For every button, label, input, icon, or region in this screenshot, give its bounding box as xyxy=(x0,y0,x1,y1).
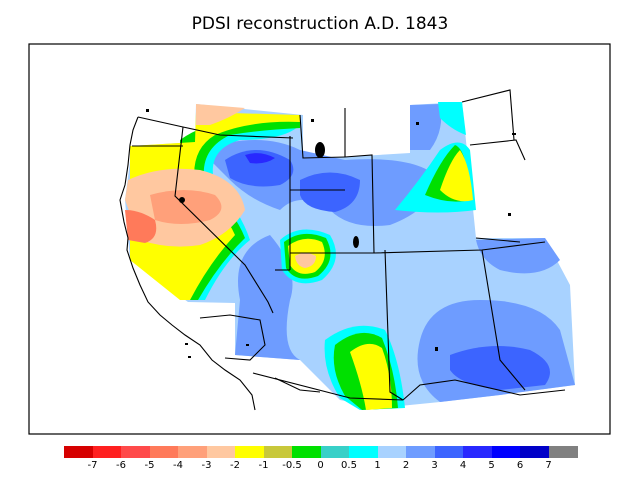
region-mid-blue-northeast xyxy=(410,104,442,150)
region-peach-central xyxy=(295,253,316,268)
boundary-nevada-california xyxy=(174,126,274,314)
region-cyan-northeast-tip xyxy=(438,102,466,135)
island-2 xyxy=(311,119,314,122)
boundary-kansas xyxy=(475,237,521,243)
island-1 xyxy=(146,109,149,112)
boundary-oklahoma xyxy=(481,249,526,391)
map-title: PDSI reconstruction A.D. 1843 xyxy=(191,14,449,34)
boundaries xyxy=(119,89,566,411)
lakes-islands xyxy=(146,109,516,358)
coastline-pacific xyxy=(119,116,256,411)
boundary-arizona-mexico xyxy=(252,372,404,401)
island-9 xyxy=(188,356,191,358)
island-8 xyxy=(435,347,438,351)
boundary-nebraska xyxy=(469,139,526,161)
island-5 xyxy=(512,133,516,135)
boundary-idaho-montana xyxy=(299,114,346,159)
region-deep-blue-north xyxy=(225,150,294,187)
boundary-dakotas xyxy=(461,89,515,141)
lake-great-salt xyxy=(315,142,325,158)
island-3 xyxy=(416,122,419,125)
region-peach-top xyxy=(196,104,245,125)
region-dark-blue-core xyxy=(245,153,275,164)
lake-utah xyxy=(353,236,359,248)
boundary-wyoming-south xyxy=(344,154,375,254)
boundary-oregon-idaho-north xyxy=(137,116,294,139)
coastline-gulf xyxy=(199,314,266,361)
region-mid-blue-east xyxy=(476,238,560,274)
lake-tahoe xyxy=(179,197,185,203)
region-red-orange-coast xyxy=(125,210,157,243)
region-deep-blue-southeast xyxy=(450,346,550,390)
island-4 xyxy=(508,213,511,216)
region-yellow-northeast xyxy=(440,150,473,202)
boundary-colorado-newmexico xyxy=(384,249,404,401)
region-deep-blue-center xyxy=(300,172,360,212)
coastline-baja-east xyxy=(274,377,321,393)
island-7 xyxy=(246,344,249,346)
boundary-newmexico-texas xyxy=(402,379,566,401)
region-yellow-south xyxy=(350,343,392,410)
island-6 xyxy=(185,343,188,345)
